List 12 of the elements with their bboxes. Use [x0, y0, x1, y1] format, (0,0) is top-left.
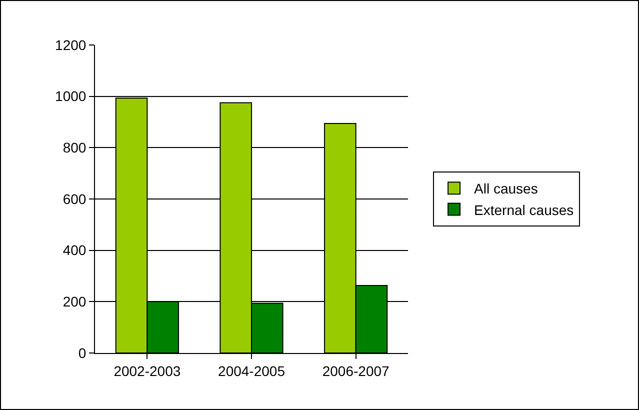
x-tick-label: 2006-2007	[322, 362, 390, 379]
legend-label: All causes	[474, 180, 538, 197]
y-tick-label: 1200	[55, 36, 86, 53]
y-tick-label: 800	[62, 140, 86, 156]
y-tick-label: 1000	[55, 88, 86, 104]
y-tick-label: 0	[78, 344, 86, 361]
x-tick-label: 2004-2005	[218, 362, 286, 379]
y-tick-label: 600	[62, 190, 86, 207]
x-tick-label: 2002-2003	[114, 362, 181, 379]
y-tick-label: 400	[62, 242, 86, 258]
legend-label: External causes	[474, 202, 574, 218]
y-tick-label: 200	[62, 294, 86, 310]
